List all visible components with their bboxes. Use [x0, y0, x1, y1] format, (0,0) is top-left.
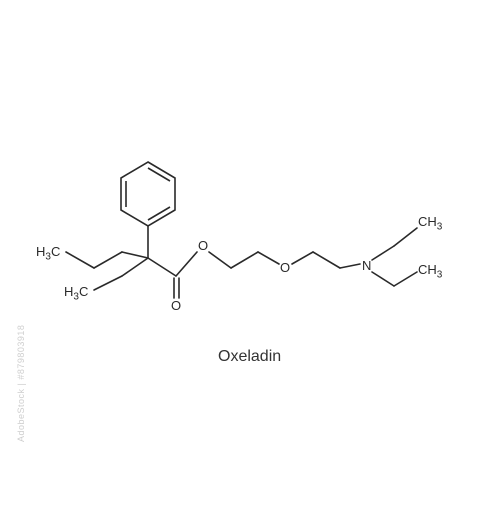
- label-h3c-2: H3C: [64, 284, 88, 303]
- label-ch3-top: CH3: [418, 214, 442, 233]
- molecule-diagram: H3C H3C O O O N CH3 CH3 Oxeladin AdobeSt…: [0, 0, 500, 500]
- label-o-ether: O: [280, 260, 290, 275]
- label-o-carbonyl: O: [171, 298, 181, 313]
- label-n: N: [362, 258, 371, 273]
- molecule-name: Oxeladin: [218, 348, 281, 366]
- watermark: AdobeStock | #879803918: [16, 325, 26, 442]
- label-h3c-1: H3C: [36, 244, 60, 263]
- label-o-ester: O: [198, 238, 208, 253]
- label-ch3-bot: CH3: [418, 262, 442, 281]
- structure-svg: [0, 0, 500, 500]
